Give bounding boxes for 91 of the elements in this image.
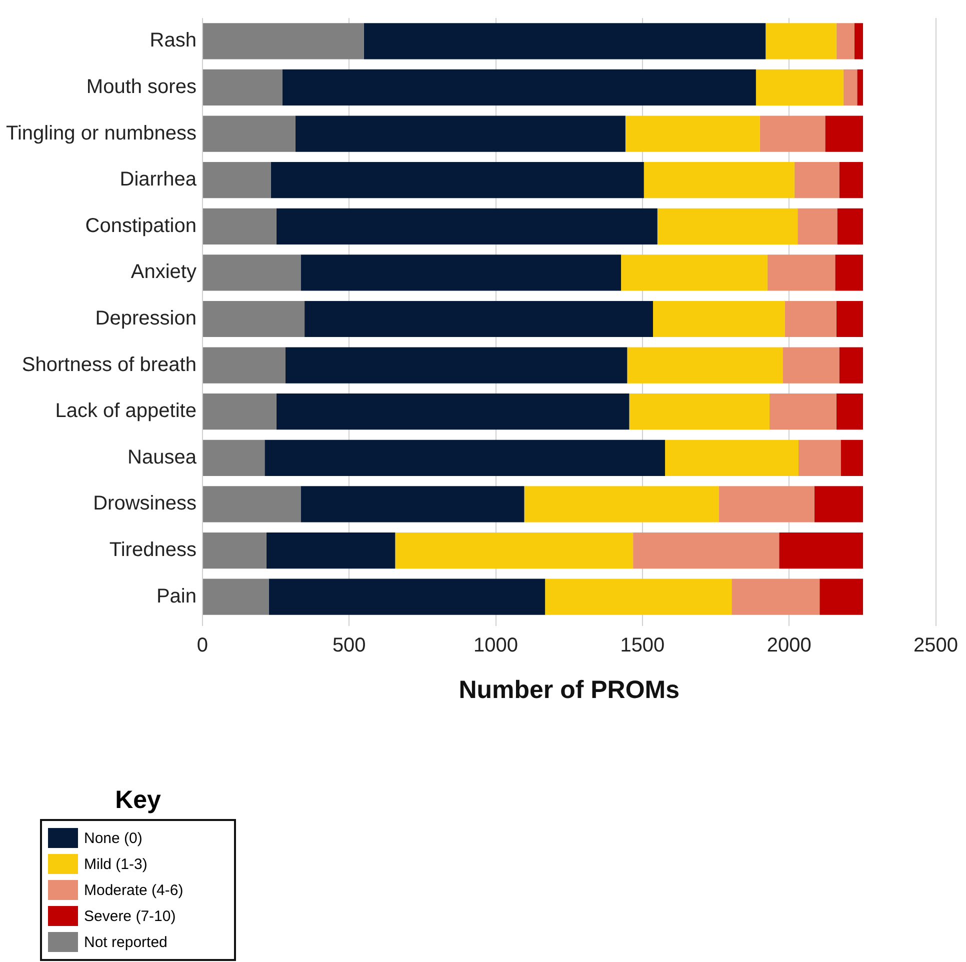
bar bbox=[268, 578, 546, 615]
bar bbox=[836, 394, 864, 430]
bar bbox=[202, 578, 269, 615]
legend-label: None (0) bbox=[84, 830, 142, 846]
bar bbox=[760, 116, 826, 152]
bar bbox=[282, 69, 756, 106]
x-axis-title: Number of PROMs bbox=[458, 676, 680, 704]
bar bbox=[545, 578, 732, 615]
bar bbox=[524, 486, 719, 522]
bar bbox=[625, 116, 760, 152]
bar bbox=[843, 69, 858, 106]
bar bbox=[820, 578, 864, 615]
bar bbox=[264, 440, 666, 476]
legend-title: Key bbox=[114, 786, 162, 815]
bar bbox=[779, 532, 864, 569]
bar bbox=[839, 347, 864, 384]
bar bbox=[814, 486, 864, 522]
bar bbox=[794, 162, 840, 198]
bar bbox=[732, 578, 820, 615]
bar bbox=[767, 254, 836, 291]
x-tick-label: 0 bbox=[196, 634, 208, 657]
bar bbox=[798, 440, 841, 476]
bar bbox=[629, 394, 770, 430]
bar bbox=[202, 394, 276, 430]
bar bbox=[766, 23, 836, 60]
bar bbox=[202, 347, 286, 384]
y-tick-label: Nausea bbox=[128, 446, 198, 468]
y-tick-label: Pain bbox=[156, 585, 196, 608]
legend-label: Severe (7-10) bbox=[84, 908, 176, 924]
y-tick-label: Tiredness bbox=[109, 539, 196, 562]
bar bbox=[857, 69, 864, 106]
y-tick-label: Tingling or numbness bbox=[6, 122, 196, 144]
x-tick-label: 2500 bbox=[914, 634, 958, 657]
bar bbox=[395, 532, 634, 569]
bar bbox=[665, 440, 798, 476]
bar bbox=[202, 208, 276, 244]
bar bbox=[285, 347, 628, 384]
bar bbox=[300, 254, 622, 291]
y-tick-label: Anxiety bbox=[130, 261, 196, 284]
bar bbox=[364, 23, 766, 60]
bar bbox=[266, 532, 396, 569]
x-tick-label: 1000 bbox=[474, 634, 518, 657]
bar bbox=[202, 532, 266, 569]
bar bbox=[276, 208, 658, 244]
bar bbox=[782, 347, 840, 384]
bar bbox=[202, 69, 282, 106]
bar bbox=[769, 394, 836, 430]
bar bbox=[276, 394, 630, 430]
bar bbox=[202, 23, 364, 60]
legend-label: Not reported bbox=[84, 934, 168, 950]
x-tick-label: 2000 bbox=[766, 634, 812, 657]
bar bbox=[657, 208, 798, 244]
y-tick-label: Constipation bbox=[85, 214, 196, 237]
legend-label: Mild (1-3) bbox=[84, 856, 148, 872]
legend-label: Moderate (4-6) bbox=[84, 882, 184, 898]
bar bbox=[854, 23, 864, 60]
bar bbox=[840, 440, 864, 476]
bar bbox=[633, 532, 780, 569]
bar bbox=[270, 162, 644, 198]
bar bbox=[653, 300, 785, 338]
x-tick-label: 1500 bbox=[620, 634, 665, 657]
bar bbox=[836, 300, 864, 338]
bar bbox=[756, 69, 844, 106]
bar bbox=[837, 208, 864, 244]
bar bbox=[304, 300, 653, 338]
y-tick-label: Diarrhea bbox=[120, 168, 198, 191]
bar bbox=[202, 440, 265, 476]
bar bbox=[295, 116, 626, 152]
bar bbox=[202, 300, 305, 338]
y-tick-label: Lack of appetite bbox=[55, 400, 196, 422]
bar bbox=[718, 486, 814, 522]
x-tick-label: 500 bbox=[332, 634, 366, 657]
bar bbox=[621, 254, 768, 291]
bar bbox=[202, 116, 296, 152]
bar bbox=[825, 116, 864, 152]
bar bbox=[300, 486, 524, 522]
bar bbox=[202, 486, 301, 522]
bar bbox=[836, 23, 855, 60]
y-tick-label: Shortness of breath bbox=[22, 354, 196, 376]
bar bbox=[835, 254, 864, 291]
bar bbox=[798, 208, 838, 244]
y-tick-label: Rash bbox=[150, 30, 196, 52]
y-tick-label: Mouth sores bbox=[86, 76, 196, 98]
bar bbox=[839, 162, 864, 198]
bar bbox=[627, 347, 783, 384]
y-tick-label: Depression bbox=[95, 308, 196, 330]
bar bbox=[202, 254, 301, 291]
bar bbox=[202, 162, 271, 198]
bar bbox=[644, 162, 794, 198]
bar bbox=[784, 300, 836, 338]
y-tick-label: Drowsiness bbox=[93, 492, 196, 515]
